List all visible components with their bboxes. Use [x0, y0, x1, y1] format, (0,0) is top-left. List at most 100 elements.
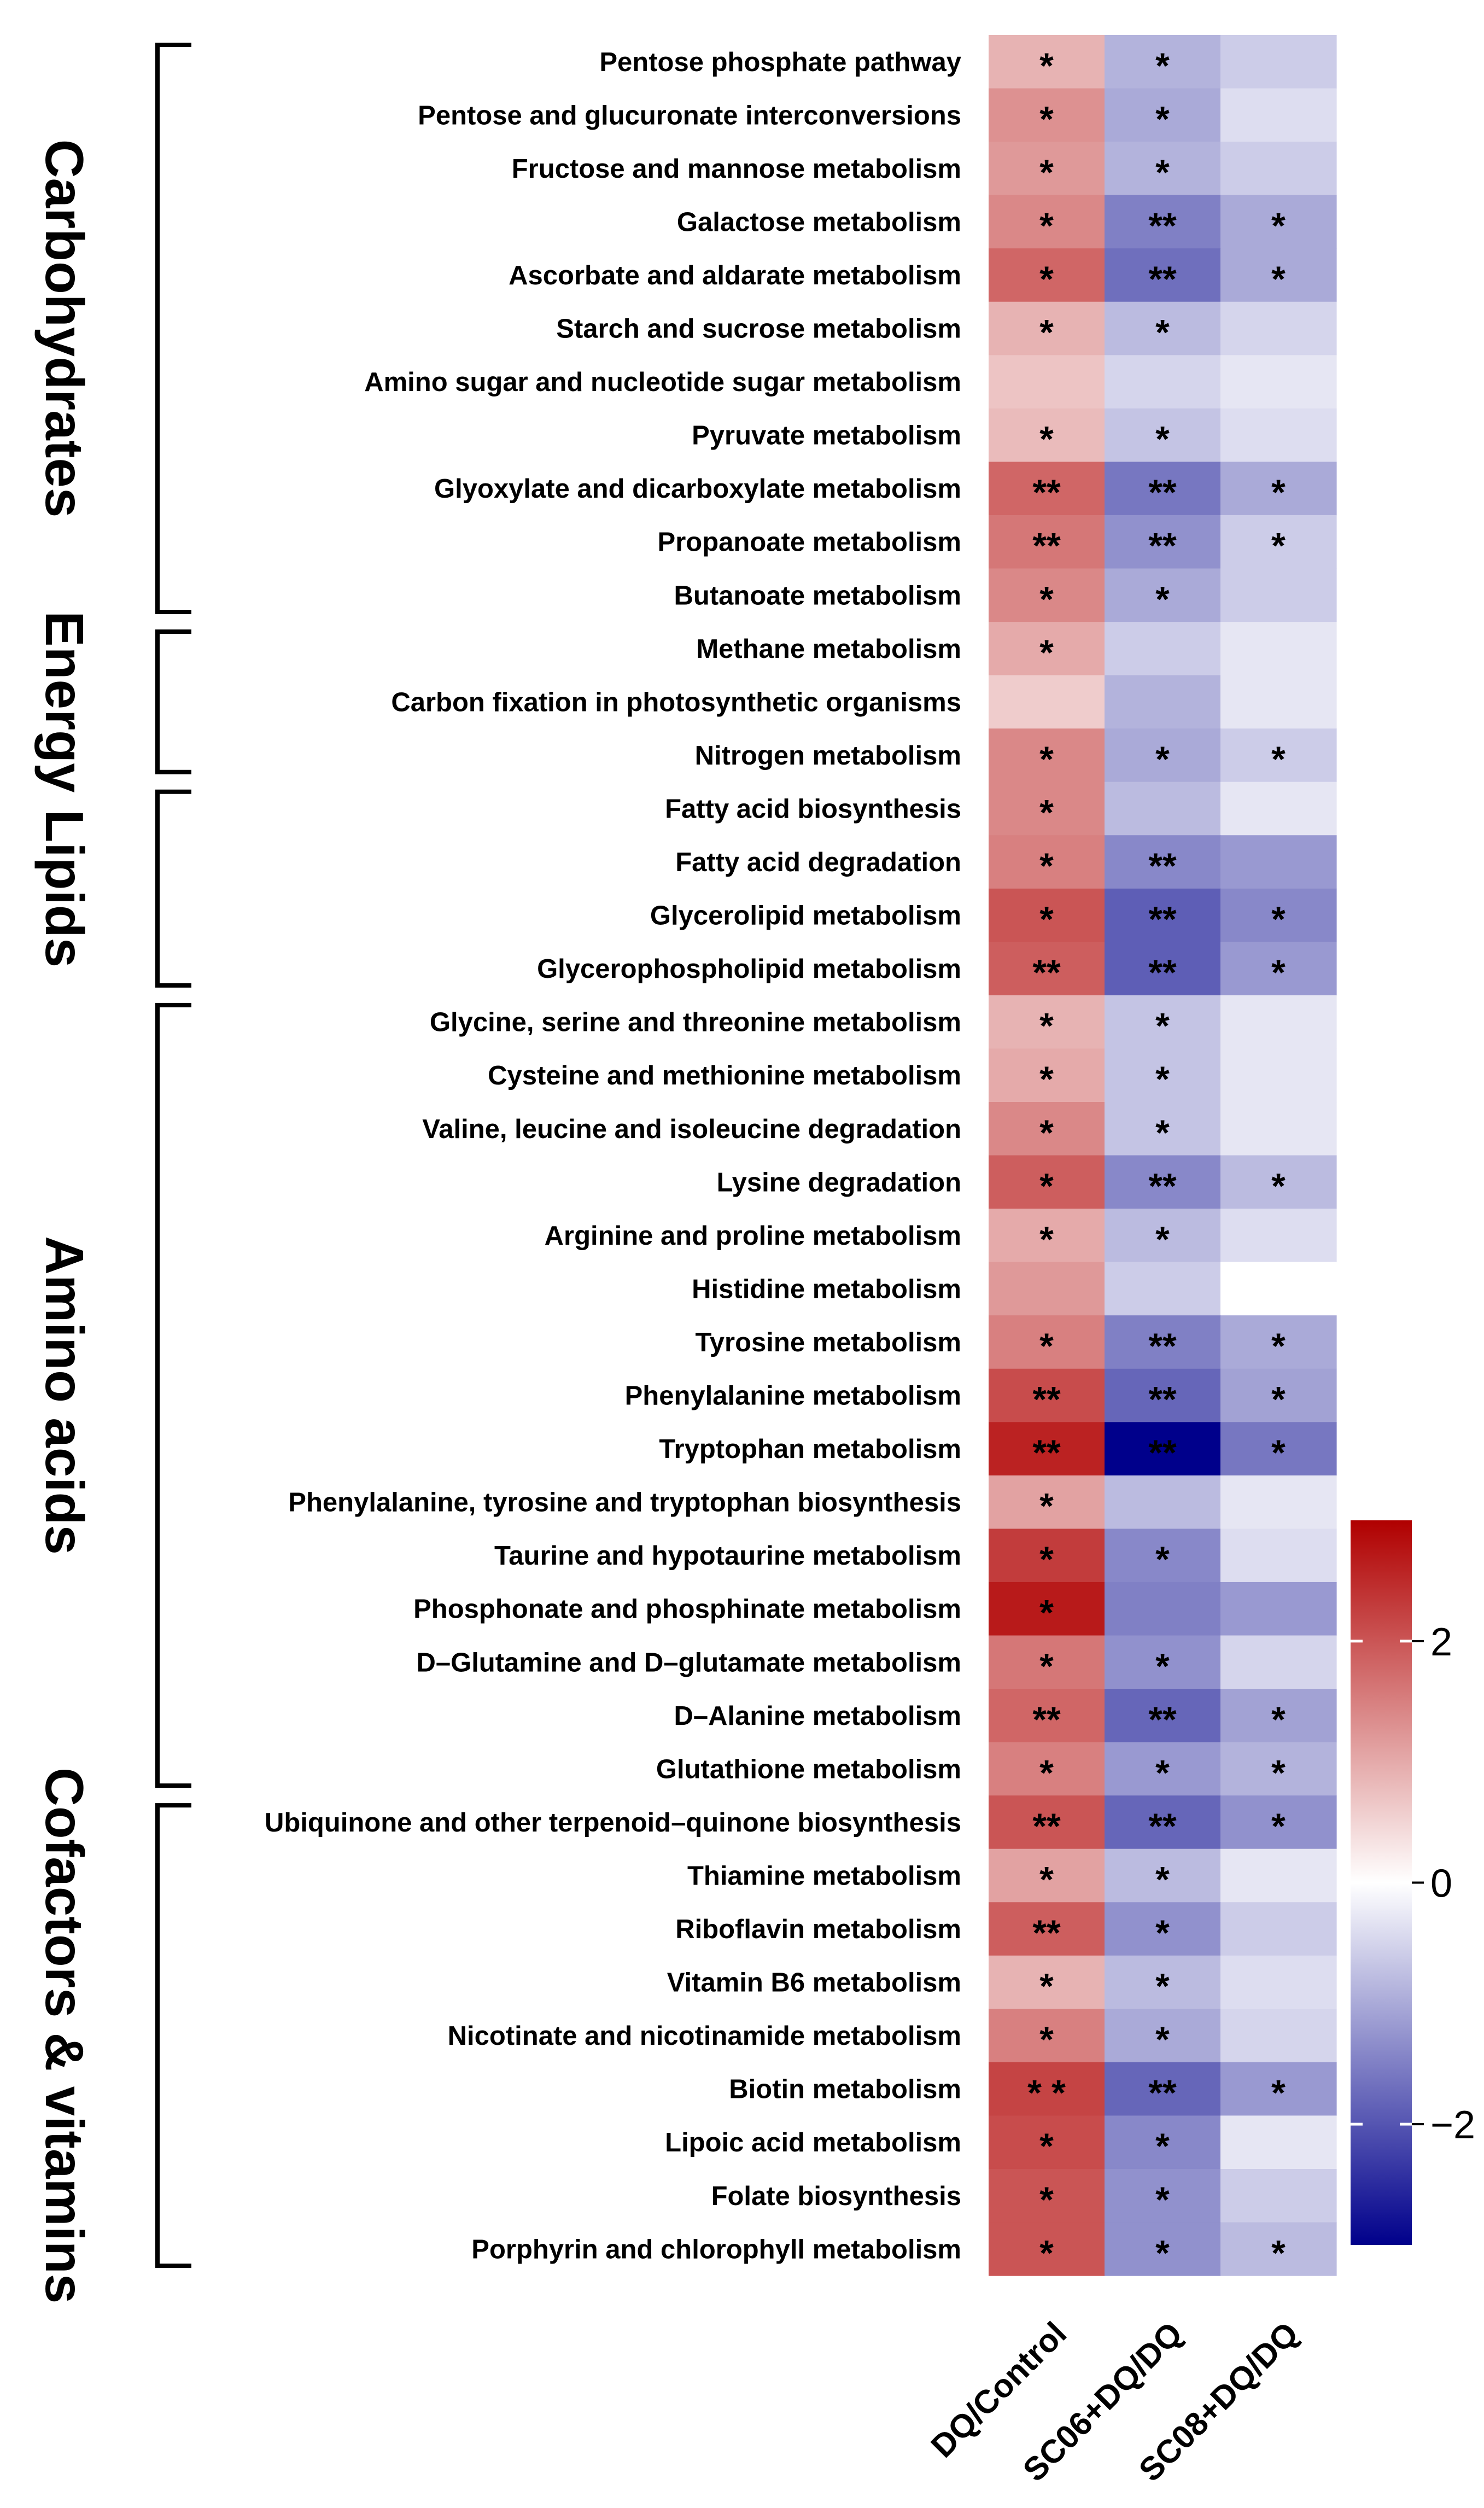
row-label: Nicotinate and nicotinamide metabolism	[448, 2021, 961, 2051]
heatmap-cell	[1220, 1689, 1337, 1743]
significance-marker: *	[1271, 205, 1286, 246]
significance-marker: *	[1039, 1752, 1054, 1793]
heatmap-cell	[989, 568, 1105, 622]
heatmap-cell	[1105, 1689, 1221, 1743]
heatmap-cell	[1105, 1475, 1221, 1529]
heatmap-cell	[989, 2009, 1105, 2063]
heatmap-cell	[1220, 2062, 1337, 2116]
heatmap-cell	[1105, 2169, 1221, 2223]
heatmap-cell	[1220, 995, 1337, 1049]
heatmap-cell	[1105, 995, 1221, 1049]
row-label: Lipoic acid metabolism	[665, 2128, 961, 2157]
heatmap-cell	[989, 462, 1105, 516]
significance-marker: *	[1039, 2019, 1054, 2060]
colorbar: 2 0 −2	[1351, 1520, 1475, 2245]
significance-marker: *	[1155, 1912, 1170, 1953]
heatmap-cell	[1220, 1102, 1337, 1156]
significance-marker: **	[1148, 526, 1177, 566]
significance-marker: *	[1155, 1219, 1170, 1259]
row-label: Thiamine metabolism	[687, 1861, 961, 1891]
heatmap-cell	[1105, 301, 1221, 355]
significance-marker: *	[1039, 45, 1054, 86]
heatmap-cell	[989, 1848, 1105, 1903]
significance-marker: **	[1148, 952, 1177, 993]
significance-marker: *	[1271, 1165, 1286, 1206]
significance-marker: **	[1148, 1806, 1177, 1846]
category-bracket	[155, 43, 191, 615]
heatmap-cell	[1105, 1102, 1221, 1156]
heatmap-cell	[989, 142, 1105, 196]
heatmap-cell	[989, 1262, 1105, 1316]
significance-marker: *	[1271, 472, 1286, 512]
significance-marker: *	[1039, 205, 1054, 246]
significance-marker: **	[1032, 526, 1061, 566]
significance-marker: *	[1039, 792, 1054, 832]
significance-marker: *	[1039, 1112, 1054, 1153]
heatmap-cell	[1105, 1315, 1221, 1369]
row-label: Fructose and mannose metabolism	[512, 154, 961, 184]
row-label: Fatty acid biosynthesis	[665, 794, 961, 824]
row-label: Phosphonate and phosphinate metabolism	[413, 1595, 961, 1624]
heatmap-cell	[1105, 568, 1221, 622]
significance-marker: **	[1032, 472, 1061, 512]
significance-marker: *	[1271, 526, 1286, 566]
heatmap-cell	[989, 888, 1105, 942]
category-bracket	[155, 1803, 191, 2268]
row-label: Fatty acid degradation	[675, 848, 961, 877]
heatmap-cell	[1105, 88, 1221, 142]
heatmap-cell	[989, 1635, 1105, 1689]
significance-marker: *	[1271, 1379, 1286, 1420]
heatmap-cell	[1105, 1635, 1221, 1689]
significance-marker: **	[1148, 1326, 1177, 1366]
significance-marker: *	[1271, 1432, 1286, 1473]
heatmap-cell	[1105, 1368, 1221, 1422]
significance-marker: *	[1039, 1165, 1054, 1206]
heatmap-cell	[989, 1582, 1105, 1636]
row-label: Nitrogen metabolism	[695, 741, 961, 771]
colorbar-tick-label: 2	[1430, 1620, 1452, 1664]
significance-marker: **	[1148, 472, 1177, 512]
significance-marker: *	[1271, 2232, 1286, 2273]
category-label: Energy	[34, 611, 95, 792]
heatmap-cell	[1105, 1848, 1221, 1903]
heatmap-cell	[1220, 1635, 1337, 1689]
heatmap-cell	[1220, 1475, 1337, 1529]
significance-marker: * *	[1027, 2073, 1066, 2113]
heatmap-cell	[989, 1529, 1105, 1583]
heatmap-cell	[989, 2169, 1105, 2223]
significance-marker: *	[1271, 952, 1286, 993]
heatmap-cell	[1105, 462, 1221, 516]
significance-marker: *	[1155, 1539, 1170, 1579]
heatmap-cell	[1220, 1742, 1337, 1796]
significance-marker: *	[1039, 1219, 1054, 1259]
heatmap-cell	[989, 1315, 1105, 1369]
significance-marker: *	[1039, 1006, 1054, 1046]
heatmap-cell	[1220, 301, 1337, 355]
row-label: Starch and sucrose metabolism	[556, 314, 961, 344]
heatmap-cell	[1105, 1902, 1221, 1956]
heatmap-cell	[1220, 35, 1337, 89]
row-label: Porphyrin and chlorophyll metabolism	[471, 2235, 961, 2264]
heatmap-cell	[1220, 675, 1337, 729]
heatmap-cell	[1105, 1209, 1221, 1263]
heatmap-cell	[1105, 1742, 1221, 1796]
heatmap-cell	[989, 248, 1105, 302]
heatmap-cell	[1105, 2222, 1221, 2276]
heatmap-cell	[989, 1155, 1105, 1209]
significance-marker: *	[1271, 1699, 1286, 1740]
row-labels: Pentose phosphate pathway Pentose and glu…	[265, 48, 961, 2265]
significance-marker: **	[1032, 1699, 1061, 1740]
heatmap-cell	[1220, 88, 1337, 142]
significance-marker: **	[1148, 845, 1177, 886]
heatmap-cell	[1105, 355, 1221, 409]
heatmap-cell	[1220, 1048, 1337, 1103]
significance-marker: **	[1032, 1912, 1061, 1953]
significance-marker: *	[1039, 1593, 1054, 1633]
heatmap-cell	[1220, 2115, 1337, 2169]
row-label: Glycerophospholipid metabolism	[537, 954, 961, 984]
significance-marker: *	[1039, 739, 1054, 779]
heatmap-cell	[989, 728, 1105, 783]
row-label: Lysine degradation	[717, 1168, 961, 1197]
heatmap-cell	[1105, 1795, 1221, 1850]
